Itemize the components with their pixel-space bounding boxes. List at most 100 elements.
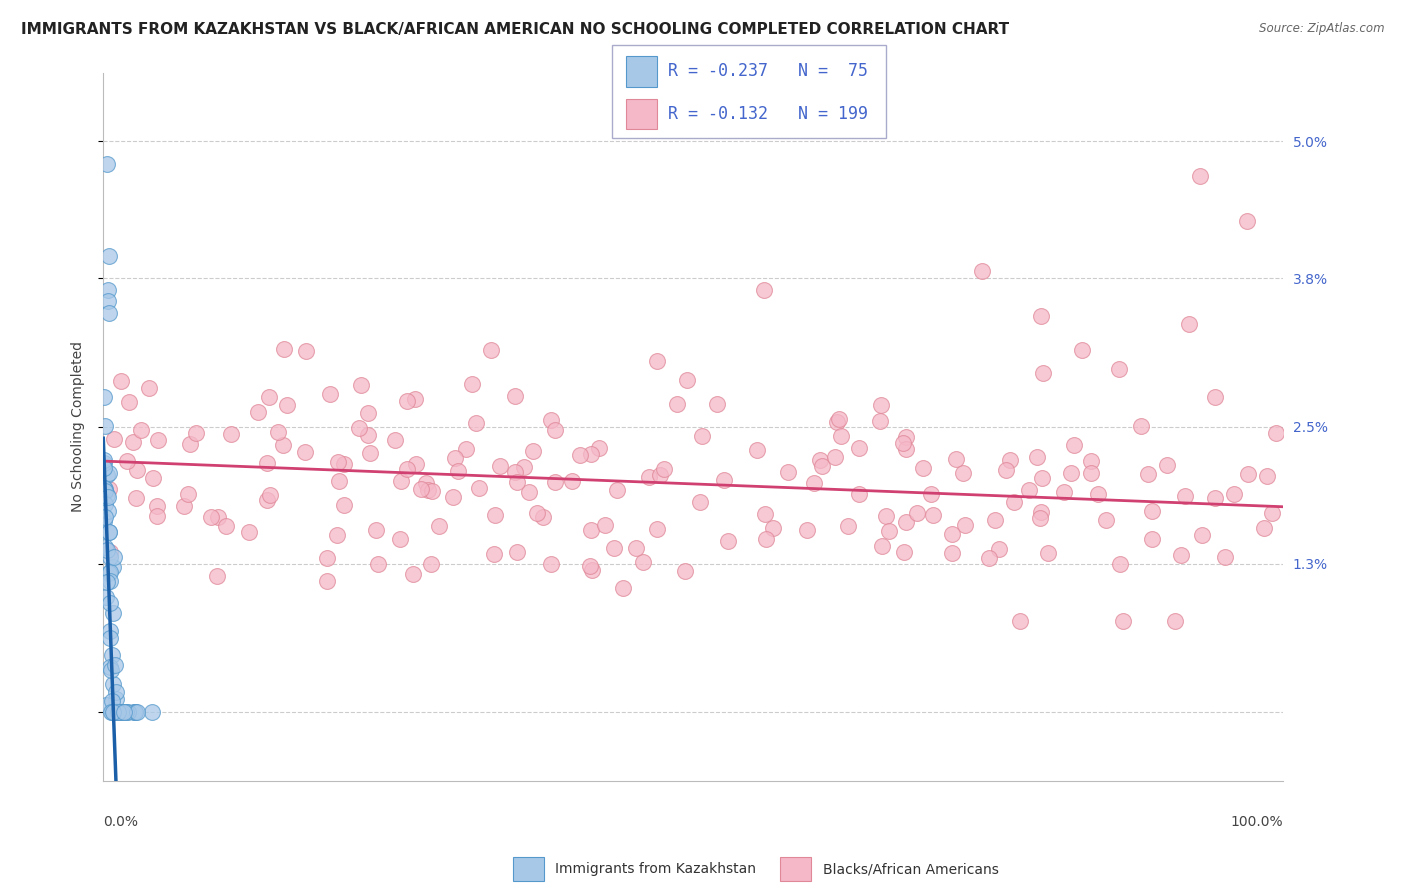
- Point: [1140, 532, 1163, 546]
- Point: [505, 475, 527, 489]
- Point: [870, 398, 893, 412]
- Point: [922, 508, 945, 523]
- Point: [579, 558, 602, 573]
- Point: [97, 466, 120, 480]
- Point: [359, 446, 381, 460]
- Point: [1029, 309, 1052, 323]
- Point: [115, 705, 138, 719]
- Point: [94, 540, 117, 554]
- Point: [415, 476, 437, 491]
- Point: [98, 249, 121, 263]
- Point: [1087, 486, 1109, 500]
- Point: [1174, 489, 1197, 503]
- Point: [482, 547, 505, 561]
- Point: [259, 488, 281, 502]
- Point: [97, 490, 120, 504]
- Point: [1032, 367, 1054, 381]
- Point: [1253, 521, 1275, 535]
- Point: [173, 499, 195, 513]
- Point: [894, 442, 917, 456]
- Point: [810, 458, 832, 473]
- Point: [124, 705, 146, 719]
- Point: [98, 306, 121, 320]
- Point: [389, 474, 412, 488]
- Point: [364, 523, 387, 537]
- Point: [603, 541, 626, 555]
- Point: [98, 624, 121, 638]
- Point: [259, 390, 281, 404]
- Point: [101, 705, 124, 719]
- Point: [205, 569, 228, 583]
- Point: [107, 705, 129, 719]
- Point: [612, 581, 634, 595]
- Point: [1164, 614, 1187, 628]
- Point: [977, 551, 1000, 566]
- Point: [877, 524, 900, 538]
- Point: [1265, 425, 1288, 440]
- Point: [706, 397, 728, 411]
- Point: [141, 705, 163, 719]
- Point: [447, 464, 470, 478]
- Point: [127, 705, 149, 719]
- Point: [347, 421, 370, 435]
- Point: [1256, 469, 1278, 483]
- Point: [941, 546, 963, 560]
- Point: [875, 509, 897, 524]
- Point: [93, 509, 115, 524]
- Point: [98, 566, 121, 580]
- Point: [776, 465, 799, 479]
- Point: [1140, 503, 1163, 517]
- Point: [517, 484, 540, 499]
- Point: [422, 484, 444, 499]
- Point: [125, 463, 148, 477]
- Point: [429, 519, 451, 533]
- Point: [112, 705, 135, 719]
- Point: [650, 468, 672, 483]
- Point: [107, 705, 129, 719]
- Point: [1204, 491, 1226, 505]
- Point: [638, 470, 661, 484]
- Point: [94, 484, 117, 499]
- Point: [970, 264, 993, 278]
- Point: [129, 423, 152, 437]
- Point: [104, 705, 127, 719]
- Point: [988, 541, 1011, 556]
- Point: [870, 539, 893, 553]
- Point: [1018, 483, 1040, 497]
- Point: [333, 498, 356, 512]
- Point: [912, 461, 935, 475]
- Point: [98, 574, 121, 588]
- Point: [389, 532, 412, 546]
- Point: [998, 453, 1021, 467]
- Point: [179, 437, 201, 451]
- Point: [689, 495, 711, 509]
- Point: [100, 659, 122, 673]
- Point: [98, 524, 121, 539]
- Point: [1237, 467, 1260, 482]
- Point: [645, 522, 668, 536]
- Point: [569, 448, 592, 462]
- Point: [110, 374, 132, 388]
- Point: [145, 499, 167, 513]
- Point: [98, 482, 121, 496]
- Point: [752, 283, 775, 297]
- Point: [138, 381, 160, 395]
- Point: [108, 705, 131, 719]
- Point: [420, 557, 443, 571]
- Point: [215, 519, 238, 533]
- Point: [893, 435, 915, 450]
- Point: [104, 658, 127, 673]
- Point: [624, 541, 647, 555]
- Point: [920, 486, 942, 500]
- Point: [98, 565, 121, 579]
- Point: [953, 518, 976, 533]
- Point: [828, 411, 851, 425]
- Point: [93, 453, 115, 467]
- Point: [94, 590, 117, 604]
- Point: [94, 497, 117, 511]
- Point: [238, 524, 260, 539]
- Y-axis label: No Schooling Completed: No Schooling Completed: [72, 342, 86, 512]
- Point: [808, 453, 831, 467]
- Point: [97, 294, 120, 309]
- Point: [101, 694, 124, 708]
